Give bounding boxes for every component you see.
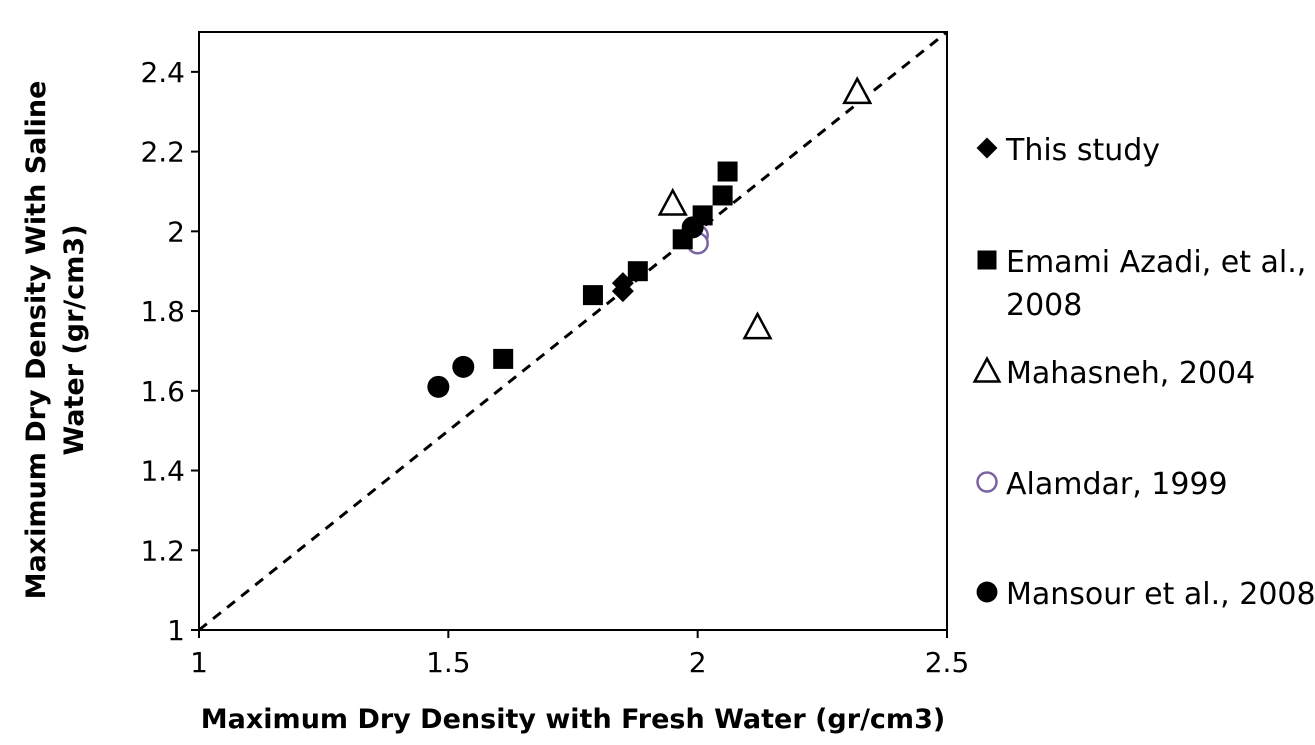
- legend-item-alamdar-1999: Alamdar, 1999: [976, 467, 1228, 502]
- x-tick-label: 1.5: [426, 646, 471, 679]
- data-point-this-study: [611, 280, 634, 303]
- y-tick-label: 2.2: [140, 136, 185, 169]
- x-axis-title: Maximum Dry Density with Fresh Water (gr…: [201, 704, 945, 735]
- data-point-emami-azadi-et-al-2008: [582, 285, 603, 306]
- y-tick-label: 1: [167, 614, 185, 647]
- data-point-mansour-et-al-2008: [427, 375, 450, 398]
- legend-marker-emami-azadi-et-al-2008: [977, 250, 997, 270]
- legend: This study Emami Azadi, et al., 2008 Mahasn…: [972, 133, 1315, 612]
- legend-item-mahasneh-2004: Mahasneh, 2004: [972, 356, 1255, 391]
- legend-marker-this-study: [976, 137, 998, 159]
- x-tick-label: 2.5: [925, 646, 970, 679]
- legend-label: Mansour et al., 2008: [1006, 577, 1315, 612]
- y-tick-label: 2.4: [140, 56, 185, 89]
- y-axis-title-line-2: Water (gr/cm3): [59, 224, 90, 455]
- data-point-emami-azadi-et-al-2008: [717, 161, 738, 182]
- legend-label: This study: [1005, 133, 1160, 168]
- data-point-mahasneh-2004: [657, 187, 688, 216]
- data-point-emami-azadi-et-al-2008: [627, 261, 648, 282]
- y-tick-label: 1.8: [140, 295, 185, 328]
- plot-frame: [198, 31, 948, 631]
- data-point-mahasneh-2004: [742, 311, 773, 340]
- legend-label: Emami Azadi, et al., 2008: [1006, 245, 1306, 323]
- legend-label: Mahasneh, 2004: [1006, 356, 1255, 391]
- y-tick-label: 2: [167, 215, 185, 248]
- data-point-mansour-et-al-2008: [681, 216, 704, 239]
- legend-marker-alamdar-1999: [976, 471, 998, 493]
- data-point-emami-azadi-et-al-2008: [712, 185, 733, 206]
- legend-item-emami-azadi-et-al-2008: Emami Azadi, et al., 2008: [977, 245, 1306, 323]
- y-tick-label: 1.4: [140, 455, 185, 488]
- axes: 1 1.5 2 2.5 1 1.2 1.4 1.6 1.8 2 2.2 2.4: [140, 31, 970, 679]
- data-point-emami-azadi-et-al-2008: [493, 348, 514, 369]
- y-tick-label: 1.2: [140, 534, 185, 567]
- x-tick-label: 2: [689, 646, 707, 679]
- plot-area: [198, 30, 948, 632]
- legend-marker-mahasneh-2004: [972, 356, 1002, 383]
- legend-label: Alamdar, 1999: [1006, 467, 1228, 502]
- x-tick-label: 1: [190, 646, 208, 679]
- equality-reference-line: [198, 30, 948, 632]
- legend-item-mansour-et-al-2008: Mansour et al., 2008: [976, 577, 1315, 612]
- y-tick-label: 1.6: [140, 375, 185, 408]
- data-point-mansour-et-al-2008: [452, 355, 475, 378]
- data-point-mahasneh-2004: [842, 76, 873, 105]
- legend-item-this-study: This study: [976, 133, 1160, 168]
- y-axis-title-line-1: Maximum Dry Density With Saline: [21, 81, 52, 600]
- legend-marker-mansour-et-al-2008: [976, 581, 998, 603]
